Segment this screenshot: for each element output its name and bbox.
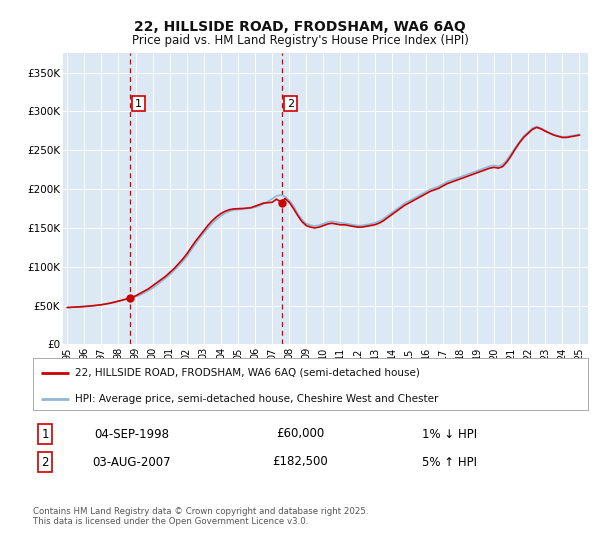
Text: 22, HILLSIDE ROAD, FRODSHAM, WA6 6AQ (semi-detached house): 22, HILLSIDE ROAD, FRODSHAM, WA6 6AQ (se… (74, 368, 419, 378)
Text: 1% ↓ HPI: 1% ↓ HPI (422, 427, 478, 441)
Text: 22, HILLSIDE ROAD, FRODSHAM, WA6 6AQ: 22, HILLSIDE ROAD, FRODSHAM, WA6 6AQ (134, 20, 466, 34)
Text: Contains HM Land Registry data © Crown copyright and database right 2025.
This d: Contains HM Land Registry data © Crown c… (33, 507, 368, 526)
Text: 1: 1 (41, 427, 49, 441)
Text: HPI: Average price, semi-detached house, Cheshire West and Chester: HPI: Average price, semi-detached house,… (74, 394, 438, 404)
Text: 04-SEP-1998: 04-SEP-1998 (95, 427, 170, 441)
Text: £60,000: £60,000 (276, 427, 324, 441)
Text: 2: 2 (287, 99, 294, 109)
Text: 2: 2 (41, 455, 49, 469)
Text: £182,500: £182,500 (272, 455, 328, 469)
Text: 5% ↑ HPI: 5% ↑ HPI (422, 455, 478, 469)
Text: Price paid vs. HM Land Registry's House Price Index (HPI): Price paid vs. HM Land Registry's House … (131, 34, 469, 46)
Text: 1: 1 (135, 99, 142, 109)
Text: 03-AUG-2007: 03-AUG-2007 (92, 455, 172, 469)
